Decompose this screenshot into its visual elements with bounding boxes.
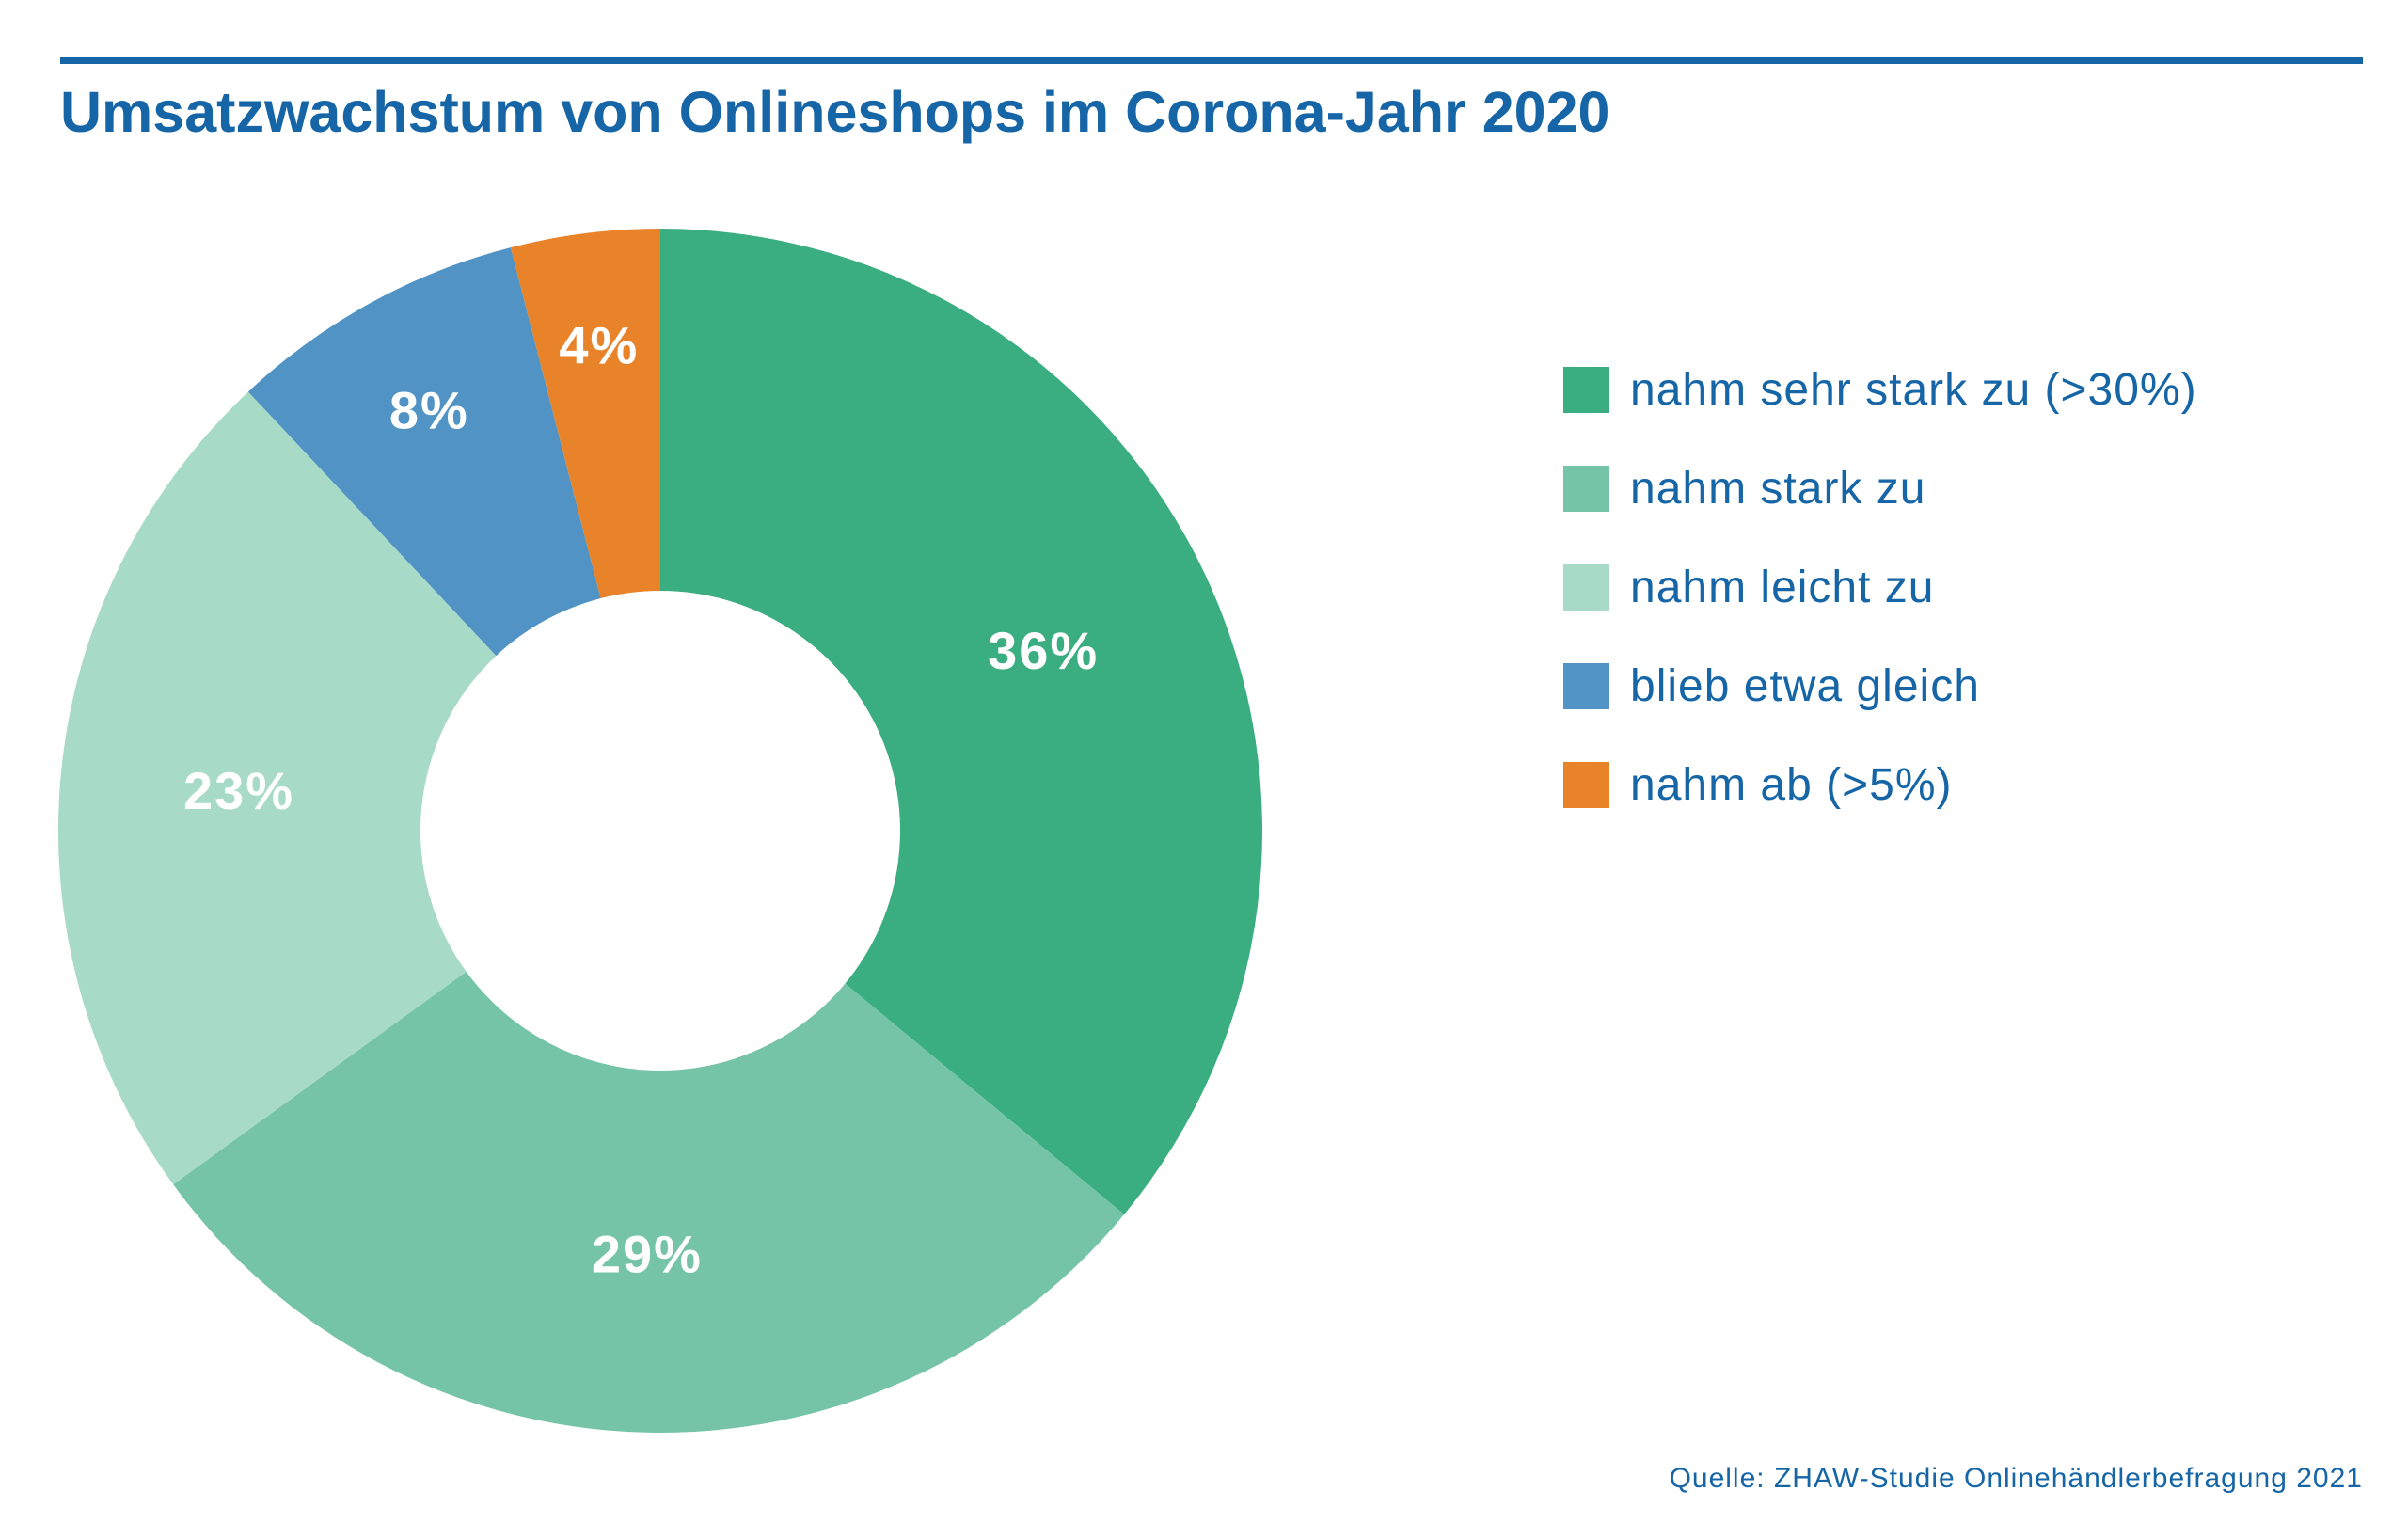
slice-value-label: 29% xyxy=(592,1224,703,1283)
donut-slice xyxy=(57,391,497,1185)
legend-item: nahm ab (>5%) xyxy=(1563,756,2197,813)
legend-swatch xyxy=(1563,366,1609,413)
legend-item: nahm leicht zu xyxy=(1563,559,2197,615)
legend-label: nahm stark zu xyxy=(1630,463,1926,514)
legend-swatch xyxy=(1563,563,1609,611)
legend-swatch xyxy=(1563,761,1609,808)
slice-value-label: 36% xyxy=(988,621,1099,680)
title-rule xyxy=(60,57,2363,64)
donut-slice xyxy=(510,229,660,599)
legend-item: blieb etwa gleich xyxy=(1563,658,2197,714)
slice-value-label: 8% xyxy=(389,381,469,440)
donut-slices xyxy=(57,229,1262,1433)
slice-value-label: 23% xyxy=(183,761,294,820)
slice-value-label: 4% xyxy=(559,316,639,375)
source-note: Quelle: ZHAW-Studie Onlinehändlerbefragu… xyxy=(1669,1463,2363,1494)
legend-item: nahm sehr stark zu (>30%) xyxy=(1563,361,2197,418)
donut-slice xyxy=(247,247,601,657)
donut-slice xyxy=(660,229,1262,1214)
legend-label: nahm ab (>5%) xyxy=(1630,759,1953,810)
legend-swatch xyxy=(1563,465,1609,512)
legend-swatch xyxy=(1563,662,1609,709)
legend-label: nahm leicht zu xyxy=(1630,562,1935,612)
chart-title: Umsatzwachstum von Onlineshops im Corona… xyxy=(60,80,1610,144)
legend-label: blieb etwa gleich xyxy=(1630,660,1980,711)
donut-slice xyxy=(173,971,1125,1433)
legend: nahm sehr stark zu (>30%) nahm stark zu … xyxy=(1563,361,2197,855)
legend-item: nahm stark zu xyxy=(1563,460,2197,516)
legend-label: nahm sehr stark zu (>30%) xyxy=(1630,364,2197,415)
donut-value-labels: 36% 29% 23% 8% 4% xyxy=(183,316,1099,1284)
